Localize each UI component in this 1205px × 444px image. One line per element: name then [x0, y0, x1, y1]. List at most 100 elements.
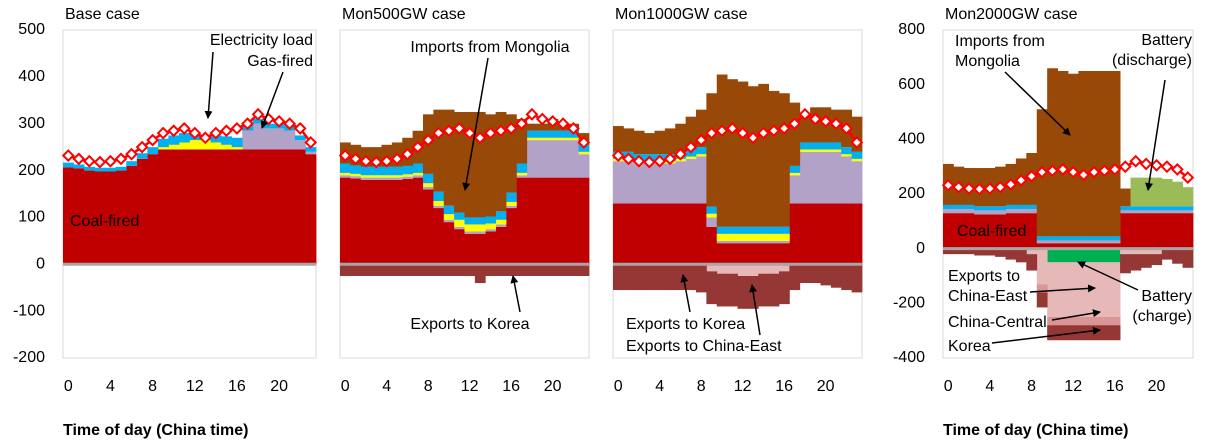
bar-segment: [727, 79, 738, 227]
bar-segment: [391, 179, 403, 265]
bar-segment: [1161, 206, 1173, 211]
load-marker: [663, 152, 677, 166]
x-tick-label: 8: [148, 378, 157, 395]
annotation: Gas-fired: [247, 53, 313, 70]
x-tick-label: 20: [1148, 378, 1166, 395]
bar-segment: [851, 161, 863, 204]
x-tick-label: 0: [341, 378, 350, 395]
bar-segment: [727, 243, 738, 265]
bar-segment: [1026, 254, 1038, 271]
bar-segment: [1047, 236, 1058, 241]
bar-segment: [963, 204, 975, 210]
bar-segment: [1182, 210, 1194, 214]
bar-segment: [706, 206, 718, 214]
bar-segment: [716, 243, 728, 265]
bar-segment: [381, 177, 393, 180]
bar-segment: [221, 136, 233, 145]
bar-segment: [644, 264, 655, 291]
bar-segment: [1099, 248, 1111, 263]
bar-segment: [1120, 248, 1131, 255]
bar-segment: [1109, 325, 1121, 341]
bar-segment: [210, 142, 222, 150]
bar-segment: [1109, 262, 1121, 317]
load-marker: [1087, 165, 1101, 179]
annotation: Battery: [1141, 288, 1192, 305]
bar-segment: [747, 86, 759, 227]
load-marker: [952, 180, 966, 194]
bar-segment: [412, 172, 424, 176]
bar-segment: [779, 271, 790, 305]
bar-segment: [506, 264, 517, 276]
bar-segment: [974, 248, 986, 256]
bar-segment: [340, 163, 351, 173]
bar-segment: [1047, 317, 1058, 326]
bar-segment: [799, 114, 811, 143]
load-marker: [304, 136, 318, 149]
y-tick-label: 0: [36, 256, 45, 273]
bar-segment: [402, 174, 414, 177]
x-tick-label: 12: [461, 378, 479, 395]
bar-segment: [1151, 210, 1163, 214]
bar-segment: [716, 273, 728, 307]
bar-segment: [820, 142, 832, 150]
bar-segment: [1036, 240, 1048, 244]
bar-segment: [633, 130, 645, 155]
x-tick-label: 16: [502, 378, 520, 395]
bar-segment: [1172, 248, 1183, 264]
bar-segment: [685, 203, 697, 265]
bar-segment: [737, 226, 749, 234]
bar-segment: [1109, 240, 1121, 244]
bar-segment: [360, 179, 372, 265]
load-marker: [1129, 154, 1143, 168]
bar-segment: [1026, 248, 1038, 255]
bar-segment: [664, 163, 676, 204]
bar-segment: [1057, 325, 1069, 341]
bar-segment: [1120, 210, 1131, 214]
annotation: China-Central: [948, 314, 1047, 331]
bar-segment: [1140, 248, 1152, 255]
bar-segment: [433, 201, 445, 206]
y-tick-label: -200: [893, 295, 925, 312]
bar-segment: [464, 217, 476, 225]
bar-segment: [360, 177, 372, 180]
load-marker: [61, 149, 75, 162]
bar-segment: [1099, 317, 1111, 326]
bar-segment: [136, 158, 148, 265]
bar-segment: [423, 183, 434, 187]
bar-segment: [73, 164, 85, 169]
load-marker: [962, 182, 976, 195]
load-marker: [1004, 178, 1018, 191]
load-marker: [114, 152, 128, 166]
annotation-arrow: [749, 284, 761, 336]
bar-segment: [789, 264, 801, 291]
load-marker: [653, 154, 667, 168]
load-marker: [432, 126, 445, 140]
bar-segment: [105, 171, 117, 265]
bar-segment: [526, 137, 538, 141]
load-marker: [715, 124, 729, 138]
load-marker: [167, 124, 181, 138]
bar-segment: [1140, 206, 1152, 211]
bar-segment: [1068, 243, 1079, 249]
bar-segment: [974, 214, 986, 249]
bar-segment: [516, 119, 528, 164]
bar-segment: [995, 206, 1006, 211]
bar-segment: [1109, 236, 1121, 241]
bar-segment: [474, 264, 486, 284]
bar-segment: [810, 149, 821, 152]
bar-segment: [1182, 213, 1194, 249]
load-marker: [401, 147, 414, 161]
bar-segment: [454, 264, 465, 276]
load-marker: [567, 121, 580, 135]
bar-segment: [1057, 240, 1069, 244]
bar-segment: [63, 162, 74, 168]
bar-segment: [423, 189, 434, 265]
annotation: Korea: [948, 338, 991, 355]
bar-segment: [305, 147, 317, 152]
bar-segment: [963, 213, 975, 249]
bar-segment: [1088, 325, 1100, 341]
bar-segment: [758, 264, 770, 274]
x-tick-label: 0: [944, 378, 953, 395]
bar-segment: [350, 165, 362, 174]
x-tick-label: 20: [817, 378, 835, 395]
